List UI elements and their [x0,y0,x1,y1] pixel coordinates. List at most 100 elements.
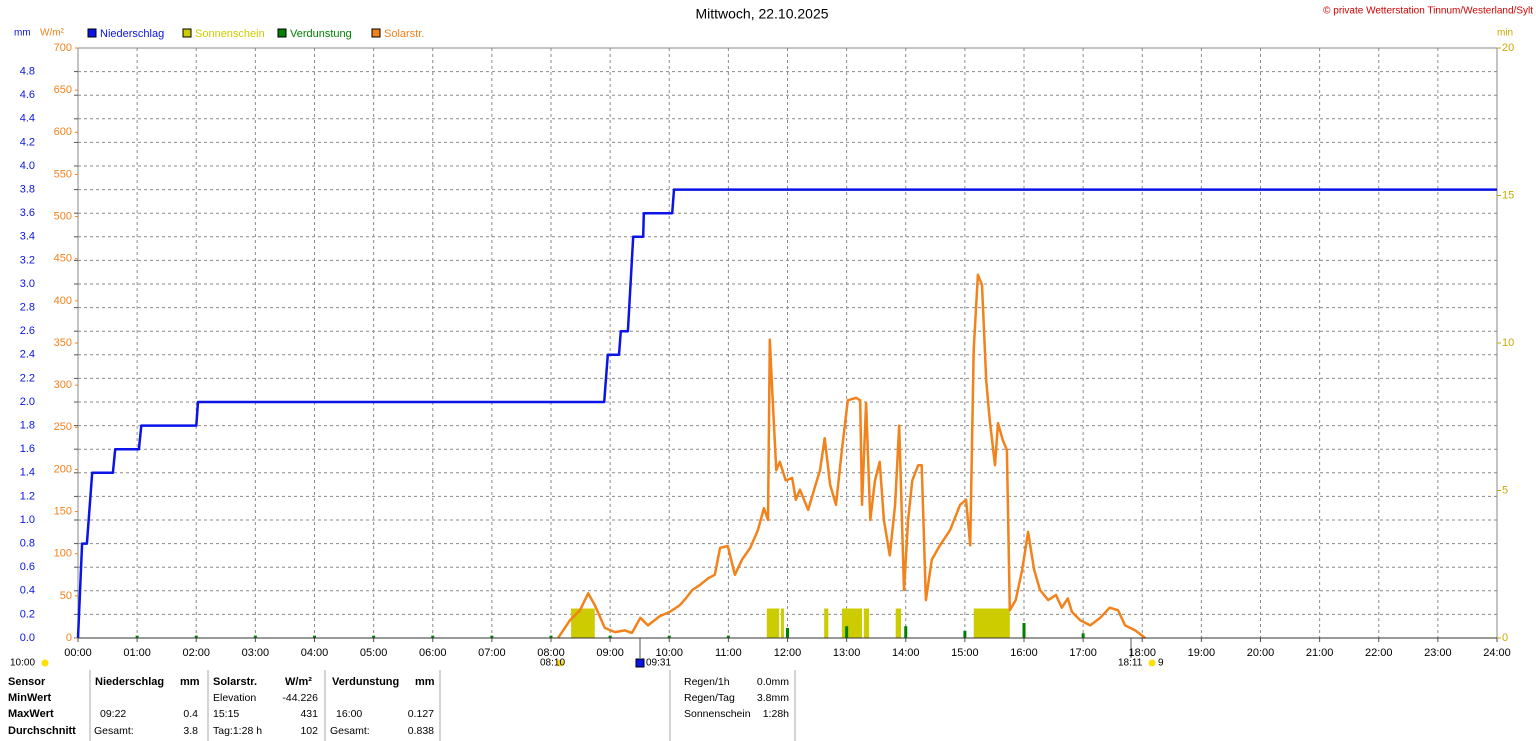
x-tick-label: 10:00 [655,647,683,659]
sunset-icon [1148,659,1156,667]
annotation: 10:00 [10,658,35,669]
data-line [76,188,1497,639]
y-tick-label-mm: 1.6 [20,443,35,455]
x-tick-label: 21:00 [1306,647,1334,659]
data-bar [895,608,902,638]
data-bar [490,635,494,638]
summary-value: 3.8mm [757,692,789,704]
table-cell: Gesamt: [94,725,134,737]
sun-icon [41,659,49,667]
x-tick-label: 16:00 [1010,647,1038,659]
x-tick-label: 05:00 [360,647,388,659]
table-cell: 102 [300,725,318,737]
legend-label: Sonnenschein [195,28,265,40]
y-tick-label-wm2: 100 [54,548,72,560]
y-tick-label-mm: 1.4 [20,467,35,479]
y-tick-label-mm: 4.4 [20,113,35,125]
x-tick-label: 09:00 [596,647,624,659]
data-bar [726,635,730,638]
x-tick-label: 20:00 [1247,647,1275,659]
y-tick-label-mm: 4.2 [20,136,35,148]
y-tick-label-mm: 0.0 [20,632,35,644]
x-tick-label: 17:00 [1069,647,1097,659]
table-lines [89,670,796,741]
x-tick-label: 00:00 [64,647,92,659]
y-tick-label-mm: 3.8 [20,184,35,196]
y-tick-label-mm: 2.4 [20,349,35,361]
legend-swatch [371,28,381,38]
table-cell: 0.4 [183,708,198,720]
y-tick-label-wm2: 650 [54,84,72,96]
x-tick-label: 06:00 [419,647,447,659]
data-bar [571,608,595,638]
annotation: 9 [1158,658,1164,669]
x-tick-label: 03:00 [242,647,270,659]
summary-label: Regen/1h [684,676,730,688]
chart-title: Mittwoch, 22.10.2025 [695,6,828,22]
y-tick-label-mm: 0.8 [20,538,35,550]
x-tick-label: 15:00 [951,647,979,659]
data-bar [135,635,139,638]
x-tick-label: 23:00 [1424,647,1452,659]
y-tick-label-wm2: 350 [54,337,72,349]
y-tick-label-wm2: 600 [54,126,72,138]
y-tick-label-mm: 2.6 [20,325,35,337]
data-bar [824,608,829,638]
legend-swatch [277,28,287,38]
y2-tick-label: 15 [1502,189,1514,201]
rain-icon [635,658,645,668]
data-line [557,273,1146,639]
y-tick-label-wm2: 450 [54,253,72,265]
y-tick-label-mm: 1.2 [20,490,35,502]
table-cell: 0.127 [408,708,434,720]
y-tick-label-mm: 3.0 [20,278,35,290]
table-header: W/m² [285,676,312,688]
data-bar [253,635,257,638]
unit-wm2: W/m² [40,28,65,39]
table-cell: 3.8 [183,725,198,737]
unit-mm: mm [14,28,31,39]
y-tick-label-wm2: 500 [54,210,72,222]
table-cell: 431 [300,708,318,720]
y-tick-label-mm: 3.4 [20,231,35,243]
y-tick-label-wm2: 700 [54,42,72,54]
data-bar [313,635,316,638]
table-cell: 16:00 [336,708,362,720]
x-tick-label: 08:00 [537,647,565,659]
y-tick-label-mm: 0.4 [20,585,35,597]
y-tick-label-wm2: 50 [60,590,72,602]
y-tick-label-mm: 1.0 [20,514,35,526]
y2-tick-label: 20 [1502,42,1514,54]
summary-value: 0.0mm [757,676,789,688]
x-tick-label: 02:00 [182,647,210,659]
annotation: 18:11 [1118,658,1143,669]
y-tick-label-mm: 0.2 [20,608,35,620]
y-tick-label-mm: 4.6 [20,89,35,101]
data-bar [372,635,376,638]
data-bar [845,626,849,638]
data-bar [766,608,780,638]
y-tick-label-mm: 0.6 [20,561,35,573]
data-bar [963,630,967,638]
y2-tick-label: 0 [1502,632,1508,644]
copyright: © private Wetterstation Tinnum/Westerlan… [1323,6,1533,17]
table-cell: 0.838 [408,725,434,737]
data-bar [431,635,435,638]
y-tick-label-mm: 4.8 [20,66,35,78]
legend-swatch [87,28,97,38]
y-tick-label-mm: 1.8 [20,420,35,432]
y-tick-label-mm: 3.2 [20,254,35,266]
x-tick-label: 11:00 [715,647,742,659]
legend-label: Verdunstung [290,28,352,40]
y-tick-label-wm2: 400 [54,295,72,307]
y-tick-label-mm: 2.2 [20,372,35,384]
x-tick-label: 01:00 [123,647,151,659]
legend-label: Solarstr. [384,28,424,40]
data-bar [780,608,784,638]
table-header: Niederschlag [95,676,164,688]
table-header: Solarstr. [213,676,257,688]
data-bar [549,635,553,638]
table-header: mm [415,676,435,688]
data-bar [904,626,908,638]
y2-tick-label: 5 [1502,484,1508,496]
